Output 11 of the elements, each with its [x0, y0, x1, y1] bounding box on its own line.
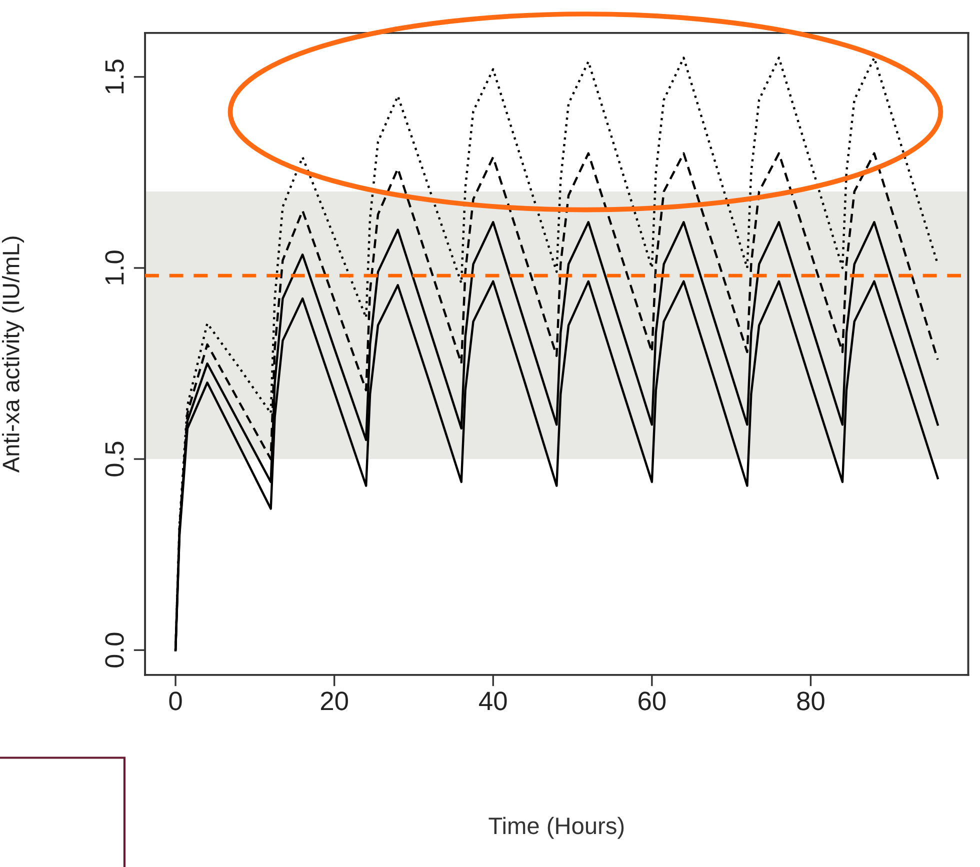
y-tick-label: 0.5	[105, 442, 124, 476]
y-tick-label: 0.0	[105, 632, 124, 668]
y-axis-title: Anti-xa activity (IU/mL)	[2, 236, 24, 473]
y-tick-label: 1.5	[105, 60, 124, 94]
x-tick-label: 80	[797, 692, 824, 710]
x-axis-title: Time (Hours)	[488, 816, 624, 839]
x-tick-label: 0	[169, 692, 182, 710]
x-tick-label: 60	[638, 692, 666, 710]
x-tick-label: 20	[320, 692, 348, 710]
y-tick-label: 1.0	[105, 250, 124, 284]
x-tick-label: 40	[479, 692, 507, 710]
